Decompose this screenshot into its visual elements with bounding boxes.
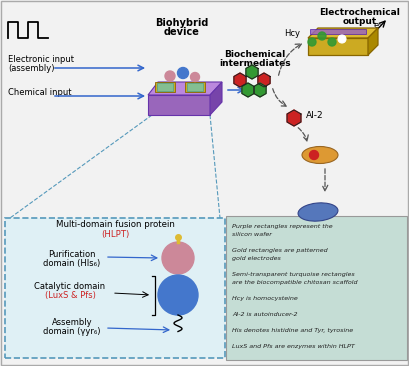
Polygon shape [246, 65, 258, 79]
Text: e⁻: e⁻ [374, 20, 384, 30]
Text: Purple rectangles represent the: Purple rectangles represent the [232, 224, 333, 229]
Text: intermediates: intermediates [219, 59, 291, 68]
Polygon shape [368, 28, 378, 55]
Polygon shape [155, 82, 175, 92]
Text: Assembly: Assembly [52, 318, 92, 327]
Ellipse shape [298, 203, 338, 221]
Text: LuxS and Pfs are enzymes within HLPT: LuxS and Pfs are enzymes within HLPT [232, 344, 355, 349]
Polygon shape [242, 83, 254, 97]
Circle shape [178, 67, 189, 78]
Circle shape [191, 72, 200, 82]
Text: AI-2 is autoinducer-2: AI-2 is autoinducer-2 [232, 312, 297, 317]
Text: Electronic input: Electronic input [8, 55, 74, 64]
Polygon shape [148, 95, 210, 115]
FancyBboxPatch shape [5, 218, 225, 358]
Polygon shape [258, 73, 270, 87]
Text: Multi-domain fusion protein: Multi-domain fusion protein [56, 220, 174, 229]
Text: gold electrodes: gold electrodes [232, 256, 281, 261]
Text: Electrochemical: Electrochemical [319, 8, 400, 17]
Polygon shape [234, 73, 246, 87]
Text: AI-2: AI-2 [306, 111, 324, 120]
Polygon shape [308, 38, 368, 55]
Text: domain (HIs₆): domain (HIs₆) [43, 259, 101, 268]
Text: Biohybrid: Biohybrid [155, 18, 209, 28]
Text: domain (γyr₆): domain (γyr₆) [43, 327, 101, 336]
Polygon shape [210, 82, 222, 115]
Circle shape [158, 275, 198, 315]
FancyBboxPatch shape [187, 83, 203, 91]
Circle shape [318, 32, 326, 40]
Text: Biochemical: Biochemical [225, 50, 285, 59]
Circle shape [165, 71, 175, 81]
Text: (assembly): (assembly) [8, 64, 54, 73]
Circle shape [308, 38, 316, 46]
Text: Hcy is homocysteine: Hcy is homocysteine [232, 296, 298, 301]
Text: are the biocompatible chitosan scaffold: are the biocompatible chitosan scaffold [232, 280, 357, 285]
FancyBboxPatch shape [310, 29, 366, 34]
Text: device: device [164, 27, 200, 37]
Circle shape [338, 35, 346, 43]
Text: Chemical input: Chemical input [8, 88, 72, 97]
Text: silicon wafer: silicon wafer [232, 232, 272, 237]
Text: Purification: Purification [48, 250, 96, 259]
Text: Catalytic domain: Catalytic domain [34, 282, 106, 291]
Polygon shape [185, 82, 205, 92]
Ellipse shape [302, 146, 338, 164]
Polygon shape [254, 83, 266, 97]
Text: (HLPT): (HLPT) [101, 230, 129, 239]
Polygon shape [148, 82, 222, 95]
FancyBboxPatch shape [226, 216, 407, 360]
Text: (LuxS & Pfs): (LuxS & Pfs) [45, 291, 95, 300]
Text: Gold rectangles are patterned: Gold rectangles are patterned [232, 248, 328, 253]
Polygon shape [308, 28, 378, 38]
Text: Semi-transparent turquoise rectangles: Semi-transparent turquoise rectangles [232, 272, 355, 277]
Circle shape [162, 242, 194, 274]
FancyBboxPatch shape [157, 83, 173, 91]
Text: output: output [343, 17, 377, 26]
Text: Hcy: Hcy [284, 30, 300, 38]
Circle shape [310, 150, 319, 160]
Circle shape [328, 38, 336, 46]
Text: His denotes histidine and Tyr, tyrosine: His denotes histidine and Tyr, tyrosine [232, 328, 353, 333]
Polygon shape [287, 110, 301, 126]
